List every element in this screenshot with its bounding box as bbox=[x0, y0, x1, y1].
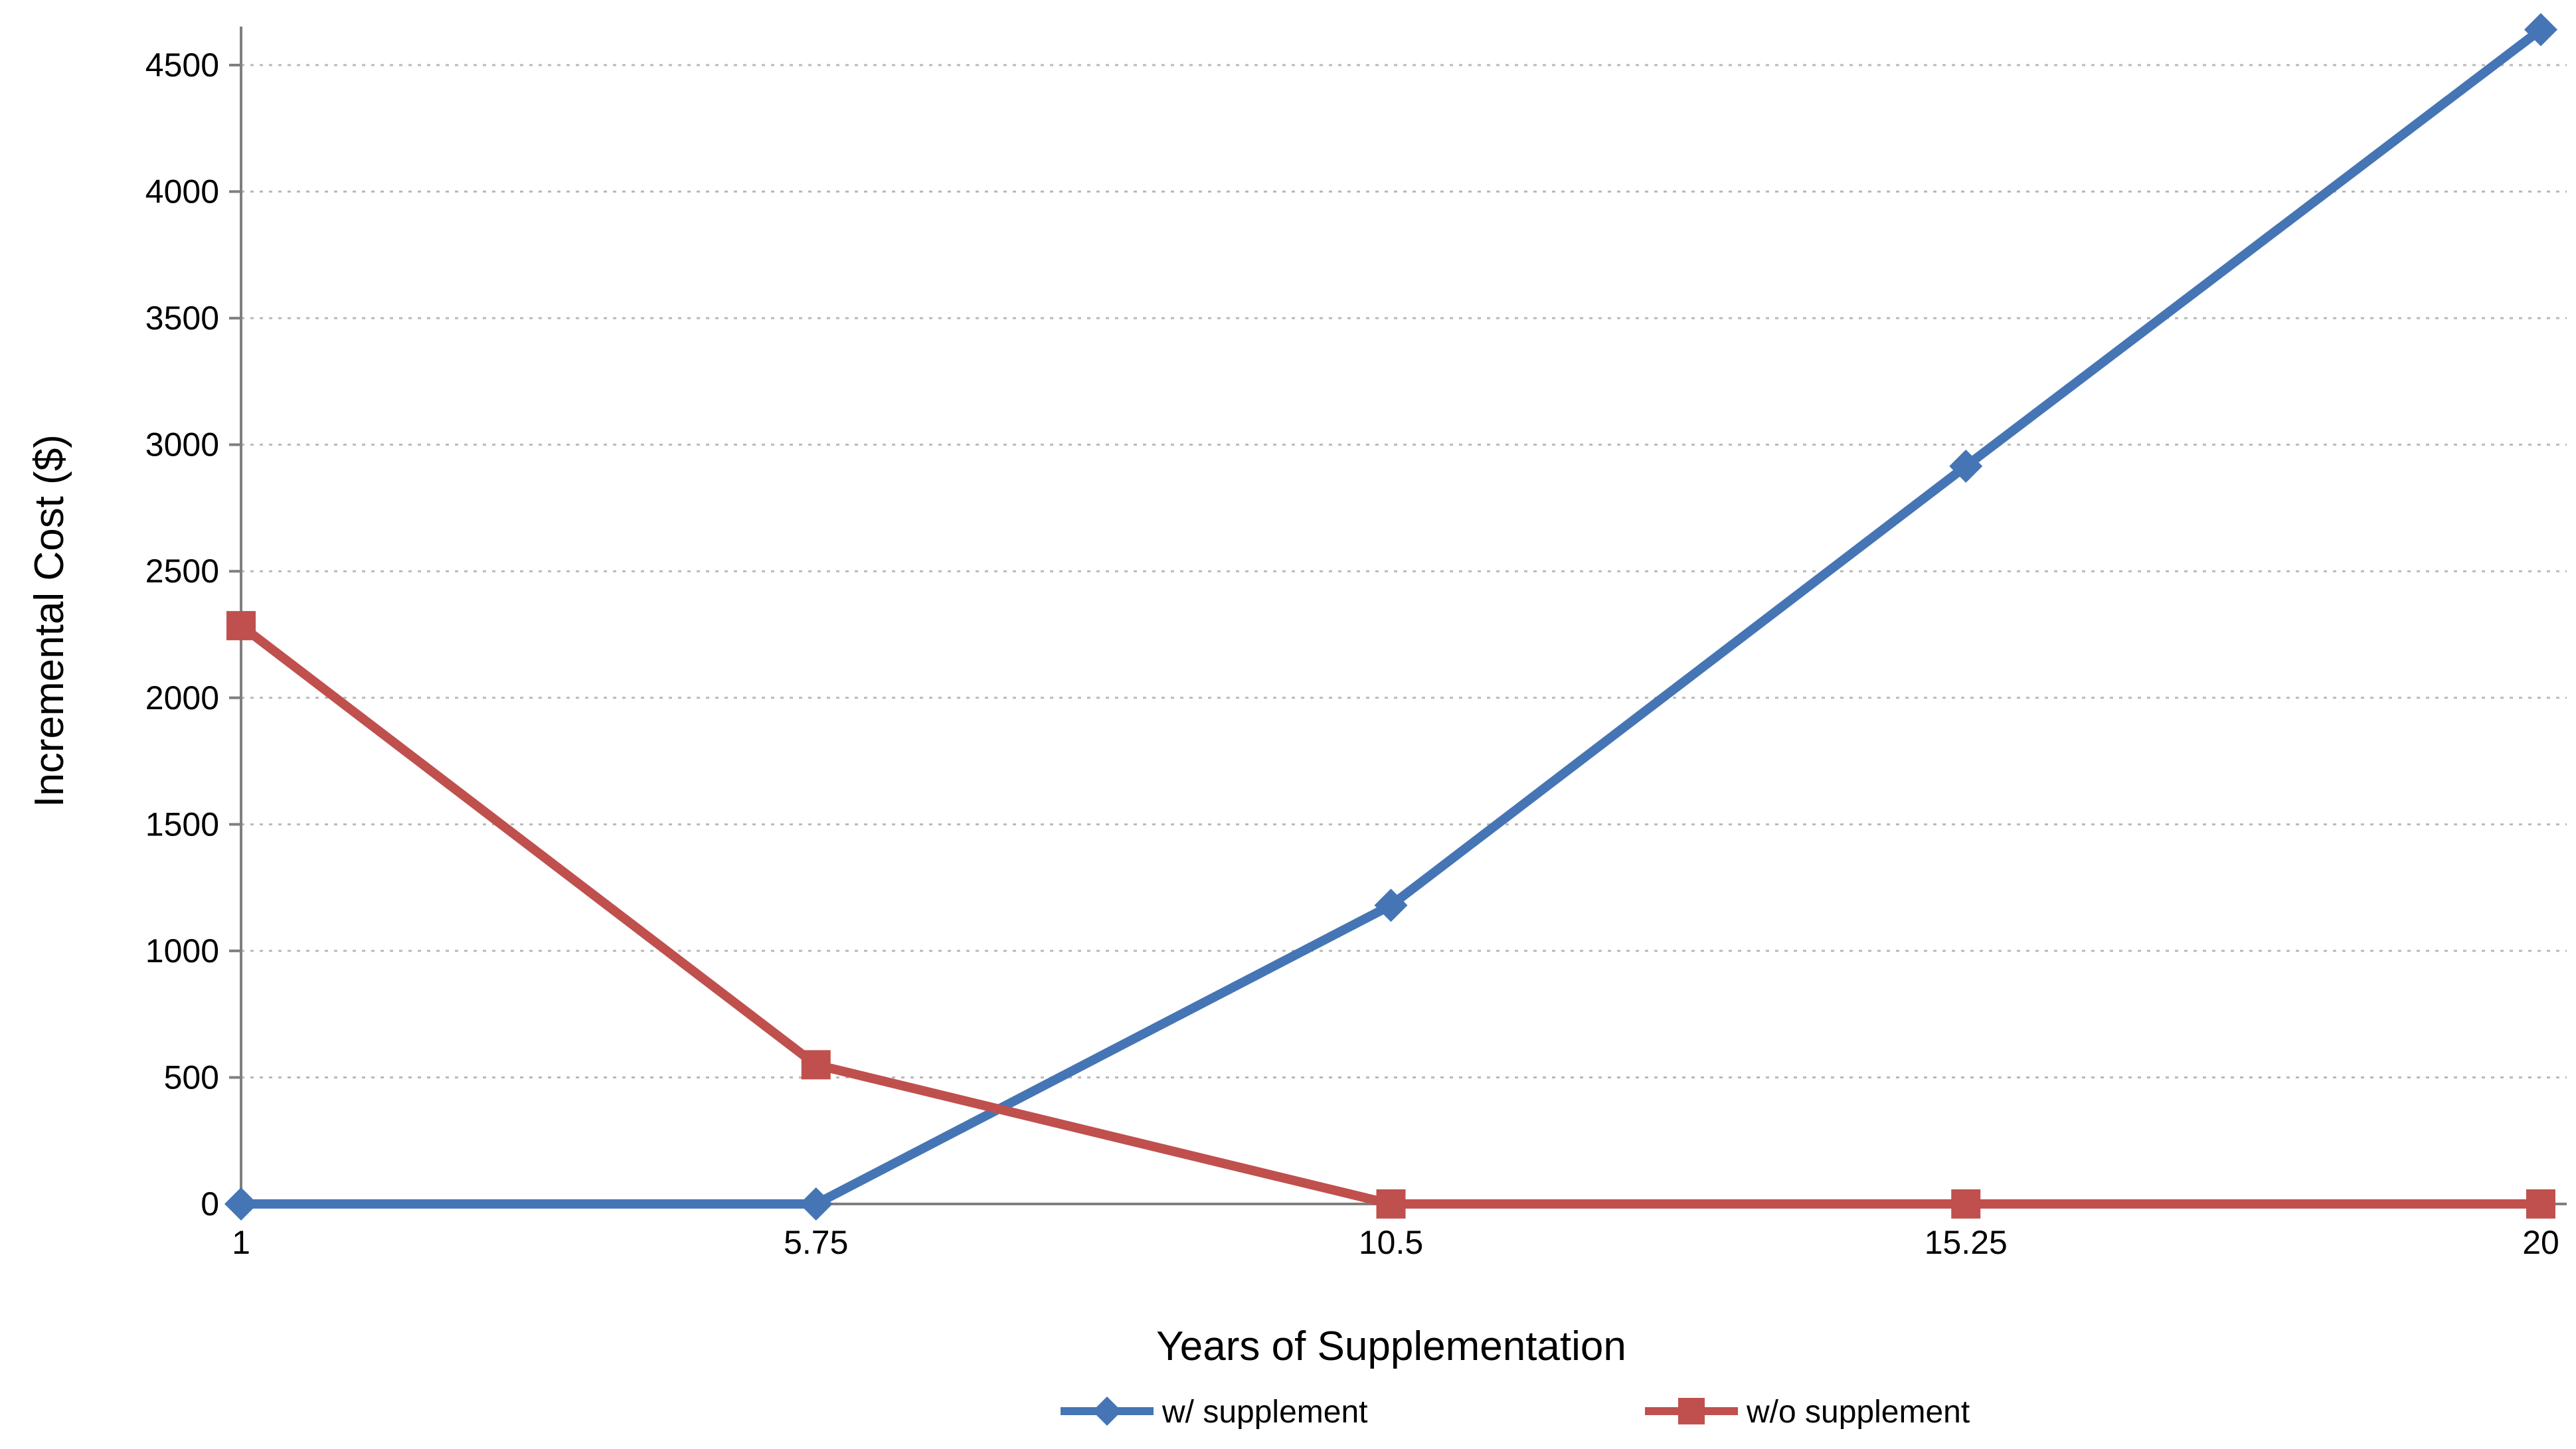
y-tick-label: 500 bbox=[164, 1059, 219, 1096]
data-point-square bbox=[1376, 1189, 1406, 1219]
data-point-square bbox=[1951, 1189, 1981, 1219]
legend-label: w/ supplement bbox=[1161, 1395, 1368, 1430]
legend-square-icon bbox=[1678, 1398, 1705, 1424]
y-tick-label: 1500 bbox=[145, 806, 219, 843]
series-line-diamond bbox=[241, 26, 2544, 1209]
data-point-square bbox=[226, 611, 256, 641]
x-tick-label: 1 bbox=[232, 1224, 250, 1261]
legend-label: w/o supplement bbox=[1746, 1395, 1970, 1430]
y-tick-label: 3500 bbox=[145, 299, 219, 337]
x-tick-label: 20 bbox=[2522, 1224, 2559, 1261]
y-tick-label: 4000 bbox=[145, 173, 219, 211]
y-tick-label: 1000 bbox=[145, 932, 219, 970]
y-axis-tick-labels: 0 500 1000 1500 2000 2500 3000 3500 4000 4500 bbox=[145, 46, 219, 1223]
x-axis-title: Years of Supplementation bbox=[1156, 1323, 1626, 1369]
data-point-diamond bbox=[1374, 889, 1408, 922]
x-tick-label: 15.25 bbox=[1925, 1224, 2008, 1261]
x-axis-tick-labels: 1 5.75 10.5 15.25 20 bbox=[232, 1224, 2559, 1261]
gridlines bbox=[241, 64, 2567, 1078]
y-tick-label: 4500 bbox=[145, 46, 219, 84]
data-point-square bbox=[2526, 1189, 2555, 1219]
legend: w/ supplement w/o supplement bbox=[1061, 1395, 1970, 1430]
data-point-square bbox=[801, 1050, 831, 1080]
data-point-diamond bbox=[2524, 13, 2557, 46]
x-tick-label: 5.75 bbox=[784, 1224, 848, 1261]
legend-diamond-icon bbox=[1092, 1397, 1122, 1426]
y-tick-label: 2000 bbox=[145, 679, 219, 717]
y-tick-label: 2500 bbox=[145, 553, 219, 590]
x-tick-label: 10.5 bbox=[1359, 1224, 1423, 1261]
data-point-diamond bbox=[799, 1187, 833, 1221]
data-point-diamond bbox=[1949, 450, 1983, 483]
legend-item-without-supplement: w/o supplement bbox=[1645, 1395, 1970, 1430]
legend-item-with-supplement: w/ supplement bbox=[1061, 1395, 1368, 1430]
data-point-diamond bbox=[224, 1187, 258, 1221]
series-layer bbox=[224, 13, 2557, 1221]
y-tick-label: 3000 bbox=[145, 426, 219, 464]
y-tick-label: 0 bbox=[201, 1185, 219, 1223]
y-axis-title: Incremental Cost ($) bbox=[27, 434, 72, 808]
axes bbox=[240, 27, 2567, 1205]
